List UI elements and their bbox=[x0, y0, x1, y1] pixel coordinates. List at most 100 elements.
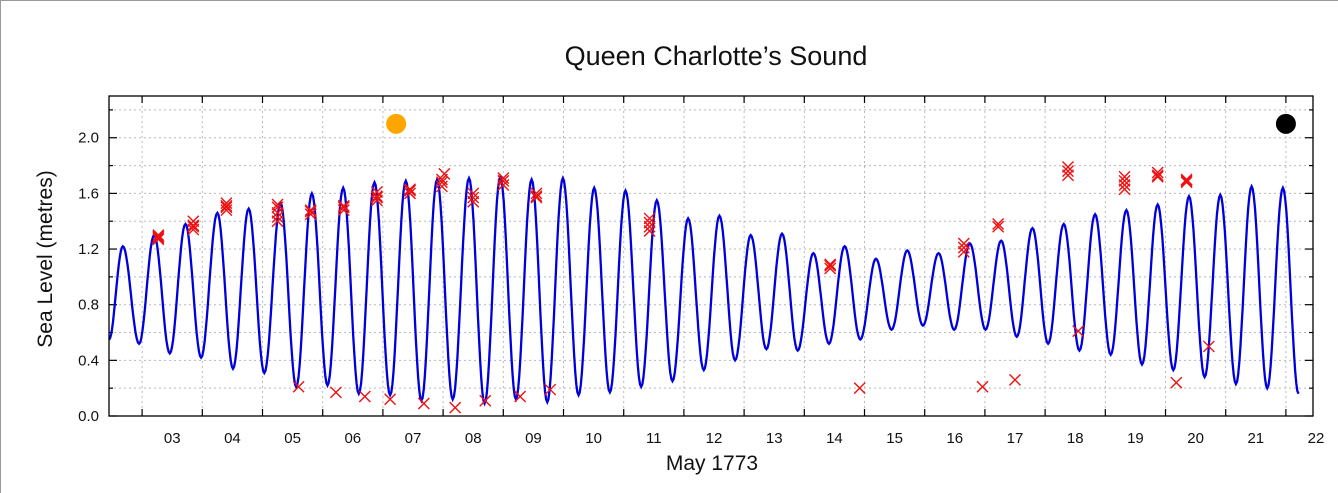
observation-point bbox=[187, 219, 200, 232]
observation-point bbox=[1061, 169, 1074, 182]
observation-point bbox=[497, 172, 510, 185]
observation-point bbox=[497, 174, 510, 187]
y-tick-label: 2.0 bbox=[78, 130, 99, 147]
observation-point bbox=[187, 215, 200, 228]
observation-point bbox=[1061, 160, 1074, 173]
observation-point bbox=[1151, 170, 1164, 183]
observation-point bbox=[152, 229, 165, 242]
x-tick-label: 13 bbox=[766, 430, 783, 447]
y-axis-label: Sea Level (metres) bbox=[34, 170, 57, 347]
observation-point bbox=[187, 220, 200, 233]
observation-point bbox=[271, 201, 284, 214]
observation-point bbox=[1202, 340, 1215, 353]
y-tick-label: 0.4 bbox=[78, 352, 99, 369]
observation-point bbox=[370, 186, 383, 198]
observation-point bbox=[530, 190, 543, 203]
x-tick-label: 19 bbox=[1127, 430, 1144, 447]
observation-point bbox=[329, 386, 342, 399]
observation-point bbox=[957, 237, 970, 250]
observation-point bbox=[220, 197, 233, 210]
observation-point bbox=[467, 195, 480, 208]
orange-circle-marker bbox=[386, 113, 407, 134]
tide-prediction-line bbox=[108, 173, 1300, 407]
observation-point bbox=[1180, 174, 1193, 187]
observation-point bbox=[370, 194, 383, 207]
observation-point bbox=[544, 383, 557, 396]
observation-point bbox=[1118, 179, 1131, 192]
x-tick-label: 20 bbox=[1187, 430, 1204, 447]
observation-point bbox=[292, 380, 305, 393]
x-tick-label: 04 bbox=[224, 430, 241, 447]
observation-point bbox=[1009, 373, 1022, 386]
observation-point bbox=[404, 187, 416, 200]
observation-point bbox=[530, 187, 543, 200]
observation-point bbox=[271, 206, 284, 219]
observation-point bbox=[976, 380, 989, 393]
observation-point bbox=[957, 241, 970, 254]
x-tick-label: 14 bbox=[826, 430, 843, 447]
tick-marks bbox=[109, 96, 1313, 417]
observation-point bbox=[152, 231, 165, 244]
x-tick-labels: 03 04 05 06 07 08 09 10 11 12 13 14 15 16 17 18 19 20 21 22 bbox=[164, 430, 1324, 447]
observation-point bbox=[643, 224, 656, 237]
observation-point bbox=[271, 198, 284, 211]
observation-point bbox=[417, 397, 430, 410]
observation-point bbox=[824, 262, 837, 275]
observation-point bbox=[479, 394, 492, 407]
observation-point bbox=[220, 199, 233, 212]
observation-point bbox=[337, 201, 350, 214]
y-tick-label: 0.8 bbox=[78, 297, 99, 314]
observation-point bbox=[404, 184, 416, 197]
observation-point bbox=[824, 258, 837, 271]
y-tick-label: 1.6 bbox=[78, 185, 99, 202]
observation-point bbox=[530, 191, 543, 204]
observation-point bbox=[467, 187, 480, 200]
y-tick-labels: 0.0 0.4 0.8 1.2 1.6 2.0 bbox=[78, 130, 99, 425]
x-tick-label: 12 bbox=[706, 430, 723, 447]
observation-point bbox=[824, 259, 837, 272]
observation-point bbox=[643, 220, 656, 233]
x-tick-label: 15 bbox=[886, 430, 903, 447]
x-tick-label: 10 bbox=[585, 430, 602, 447]
observation-point bbox=[1151, 166, 1164, 179]
observation-point bbox=[992, 218, 1005, 230]
observation-point bbox=[404, 183, 416, 196]
y-tick-label: 0.0 bbox=[78, 408, 99, 425]
observation-point bbox=[1170, 376, 1183, 389]
observation-points bbox=[152, 160, 1215, 414]
x-tick-label: 06 bbox=[344, 430, 361, 447]
observation-point bbox=[1180, 176, 1193, 189]
y-tick-label: 1.2 bbox=[78, 241, 99, 258]
x-tick-label: 09 bbox=[525, 430, 542, 447]
x-tick-label: 18 bbox=[1067, 430, 1084, 447]
observation-point bbox=[1118, 174, 1131, 187]
observation-point bbox=[957, 245, 970, 258]
observation-point bbox=[187, 223, 200, 236]
observation-point bbox=[370, 190, 383, 203]
chart-title: Queen Charlotte’s Sound bbox=[565, 41, 868, 71]
observation-point bbox=[337, 204, 350, 217]
observation-point bbox=[449, 401, 462, 414]
black-circle-marker bbox=[1275, 113, 1296, 134]
observation-point bbox=[438, 167, 451, 180]
phase-markers bbox=[386, 113, 1296, 134]
x-tick-label: 22 bbox=[1308, 430, 1325, 447]
observation-point bbox=[1118, 183, 1131, 196]
x-tick-label: 11 bbox=[646, 430, 662, 447]
observation-point bbox=[435, 176, 448, 189]
observation-point bbox=[1072, 325, 1085, 338]
x-tick-label: 03 bbox=[164, 430, 181, 447]
x-tick-label: 17 bbox=[1007, 430, 1024, 447]
observation-point bbox=[370, 191, 383, 204]
observation-point bbox=[992, 220, 1005, 233]
observation-point bbox=[514, 390, 527, 403]
observation-point bbox=[1151, 169, 1164, 182]
observation-point bbox=[152, 230, 165, 243]
observation-point bbox=[853, 382, 866, 395]
plot-border bbox=[108, 95, 1314, 417]
x-axis-label: May 1773 bbox=[666, 452, 758, 475]
observation-point bbox=[1180, 173, 1193, 186]
observation-point bbox=[1061, 165, 1074, 178]
observation-point bbox=[358, 390, 371, 403]
